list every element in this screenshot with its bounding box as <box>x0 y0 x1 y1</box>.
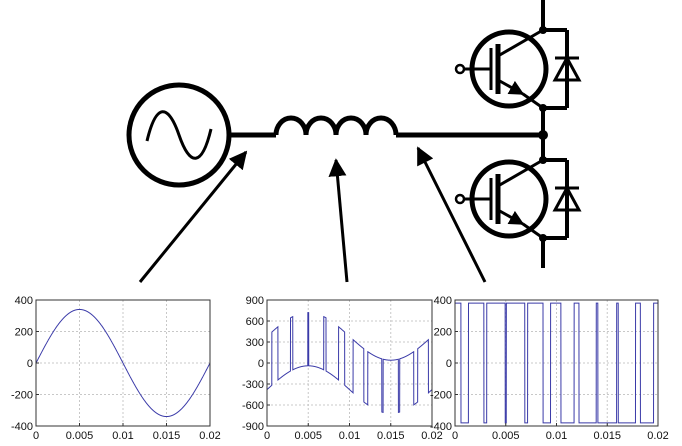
x-tick-label: 0.015 <box>153 430 181 442</box>
x-tick-label: 0.02 <box>647 430 668 442</box>
arrow-to-inductor <box>328 158 349 283</box>
arrow-to-converter-node <box>416 146 487 283</box>
plot-inductor-voltage: 0 0.005 0.01 0.015 0.02 900 600 300 0 -300 -600 -90… <box>242 295 443 442</box>
y-tick-label: 400 <box>434 295 452 307</box>
x-tick-label: 0 <box>33 430 39 442</box>
ac-source-icon <box>126 82 232 188</box>
igbt-lower-icon <box>454 158 549 240</box>
y-tick-label: 0 <box>27 358 33 370</box>
diode-upper-icon <box>552 54 582 82</box>
x-tick-label: 0.01 <box>339 430 360 442</box>
y-tick-label: 0 <box>258 358 264 370</box>
y-tick-label: 300 <box>246 337 264 349</box>
series-line <box>455 302 658 424</box>
y-tick-label: 900 <box>246 295 264 307</box>
x-tick-label: 0.02 <box>421 430 442 442</box>
arrow-to-source-node <box>138 150 248 283</box>
y-tick-label: 0 <box>446 358 452 370</box>
series-line <box>35 308 211 418</box>
y-tick-label: 600 <box>246 316 264 328</box>
x-tick-label: 0.005 <box>66 430 94 442</box>
igbt-upper-icon <box>454 28 549 110</box>
plot-converter-voltage: 0 0.005 0.01 0.015 0.02 400 200 0 -200 -400 <box>430 295 669 442</box>
y-tick-label: -200 <box>11 390 33 402</box>
y-tick-label: 200 <box>15 327 33 339</box>
y-tick-label: 200 <box>434 327 452 339</box>
x-tick-label: 0.015 <box>377 430 405 442</box>
y-tick-label: -300 <box>242 379 264 391</box>
y-tick-label: -600 <box>242 400 264 412</box>
x-tick-label: 0.01 <box>546 430 567 442</box>
y-tick-label: -200 <box>430 390 452 402</box>
y-tick-label: -400 <box>430 421 452 433</box>
y-tick-label: -400 <box>11 421 33 433</box>
x-tick-label: 0.015 <box>593 430 621 442</box>
inductor-icon <box>273 115 399 136</box>
series-line <box>266 312 433 414</box>
y-tick-label: -900 <box>242 421 264 433</box>
x-tick-label: 0.02 <box>199 430 220 442</box>
x-tick-label: 0.005 <box>492 430 520 442</box>
x-tick-label: 0.01 <box>112 430 133 442</box>
x-tick-label: 0 <box>452 430 458 442</box>
x-tick-label: 0.005 <box>294 430 322 442</box>
x-tick-label: 0 <box>264 430 270 442</box>
plot-source-voltage: 0 0.005 0.01 0.015 0.02 400 200 0 -200 -400 <box>11 295 221 442</box>
y-tick-label: 400 <box>15 295 33 307</box>
diode-lower-icon <box>552 184 582 212</box>
